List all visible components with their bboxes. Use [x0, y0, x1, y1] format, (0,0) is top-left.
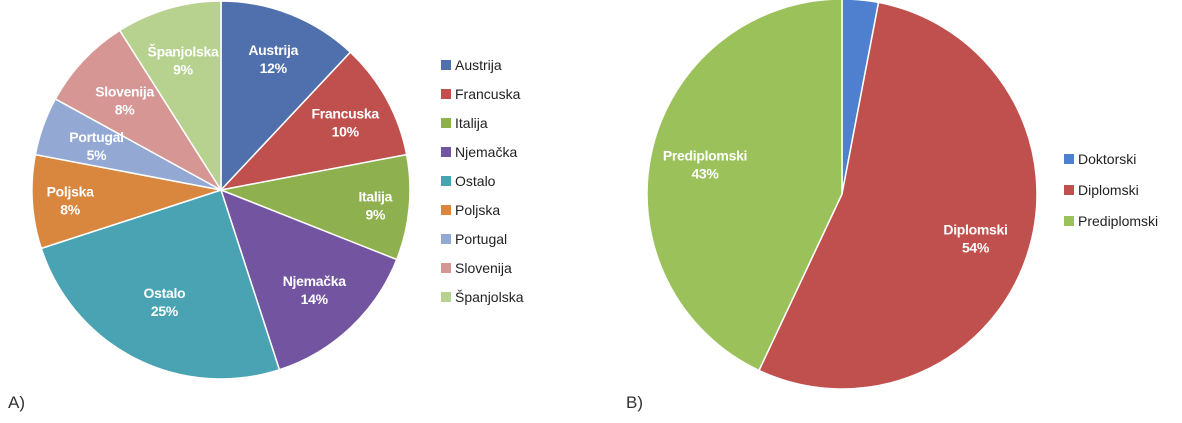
pie-slice-spanjolska [118, 0, 222, 193]
pie-slice-ostalo [40, 189, 281, 380]
pie-slice-prediplomski [646, 0, 843, 372]
panel-label-b: B) [626, 393, 643, 412]
slice-value-label: 14% [301, 291, 329, 307]
legend-swatch [441, 234, 451, 244]
slice-category-label: Poljska [47, 184, 94, 200]
panel-label-a: A) [8, 393, 25, 412]
slice-value-label: 12% [260, 60, 288, 76]
legend-swatch [441, 147, 451, 157]
slice-category-label: Njemačka [283, 273, 346, 289]
legend-label: Portugal [455, 231, 507, 247]
pie-slice-italija [218, 153, 411, 261]
legend-item-ostalo: Ostalo [441, 173, 496, 189]
pie-chart-b: Diplomski 54% Prediplomski 43% [646, 0, 1038, 390]
pie-chart-a: Austrija 12% Francuska 10% Italija 9% Njemačka… [31, 0, 411, 380]
slice-category-label: Španjolska [148, 42, 219, 59]
legend-a: Austrija Francuska Italija Njemačka Ostalo Po… [441, 57, 524, 305]
legend-swatch [441, 263, 451, 273]
legend-label: Slovenija [455, 260, 512, 276]
legend-item-portugal: Portugal [441, 231, 507, 247]
legend-label: Doktorski [1078, 151, 1136, 167]
legend-item-njemacka: Njemačka [441, 144, 517, 160]
pie-slice-diplomski [757, 1, 1038, 390]
legend-label: Italija [455, 115, 488, 131]
legend-b: Doktorski Diplomski Prediplomski [1064, 151, 1158, 229]
slice-category-label: Francuska [312, 106, 380, 122]
legend-swatch [441, 60, 451, 70]
legend-item-poljska: Poljska [441, 202, 500, 218]
legend-label: Prediplomski [1078, 213, 1158, 229]
slice-value-label: 8% [60, 202, 80, 218]
legend-item-spanjolska: Španjolska [441, 289, 524, 305]
pie-slice-austrija [220, 0, 352, 192]
legend-item-francuska: Francuska [441, 86, 521, 102]
slice-value-label: 9% [173, 61, 193, 77]
slice-value-label: 8% [115, 101, 135, 117]
legend-swatch [441, 89, 451, 99]
slice-value-label: 5% [87, 147, 107, 163]
pie-slice-slovenija [54, 29, 222, 191]
slice-category-label: Italija [358, 189, 392, 205]
legend-label: Njemačka [455, 144, 517, 160]
legend-item-diplomski: Diplomski [1064, 182, 1139, 198]
slice-value-label: 43% [691, 165, 719, 181]
legend-swatch [1064, 154, 1074, 164]
legend-item-prediplomski: Prediplomski [1064, 213, 1158, 229]
legend-item-austrija: Austrija [441, 57, 502, 73]
legend-swatch [1064, 185, 1074, 195]
legend-item-doktorski: Doktorski [1064, 151, 1136, 167]
legend-swatch [441, 205, 451, 215]
slice-category-label: Austrija [248, 42, 298, 58]
slice-category-label: Prediplomski [663, 147, 747, 163]
slice-category-label: Portugal [69, 129, 123, 145]
pie-slice-poljska [31, 153, 222, 250]
legend-label: Francuska [455, 86, 521, 102]
legend-item-italija: Italija [441, 115, 488, 131]
legend-swatch [441, 118, 451, 128]
slice-value-label: 9% [365, 207, 385, 223]
slice-value-label: 25% [151, 303, 179, 319]
legend-swatch [441, 176, 451, 186]
legend-swatch [1064, 216, 1074, 226]
legend-label: Španjolska [455, 289, 524, 305]
legend-label: Ostalo [455, 173, 496, 189]
pie-slice-francuska [218, 51, 408, 192]
slice-value-label: 10% [332, 124, 360, 140]
legend-label: Austrija [455, 57, 502, 73]
legend-swatch [441, 292, 451, 302]
slice-category-label: Slovenija [95, 83, 154, 99]
slice-category-label: Diplomski [943, 221, 1007, 237]
legend-item-slovenija: Slovenija [441, 260, 512, 276]
slice-category-label: Ostalo [144, 285, 186, 301]
slice-value-label: 54% [962, 239, 990, 255]
legend-label: Diplomski [1078, 182, 1139, 198]
legend-label: Poljska [455, 202, 500, 218]
